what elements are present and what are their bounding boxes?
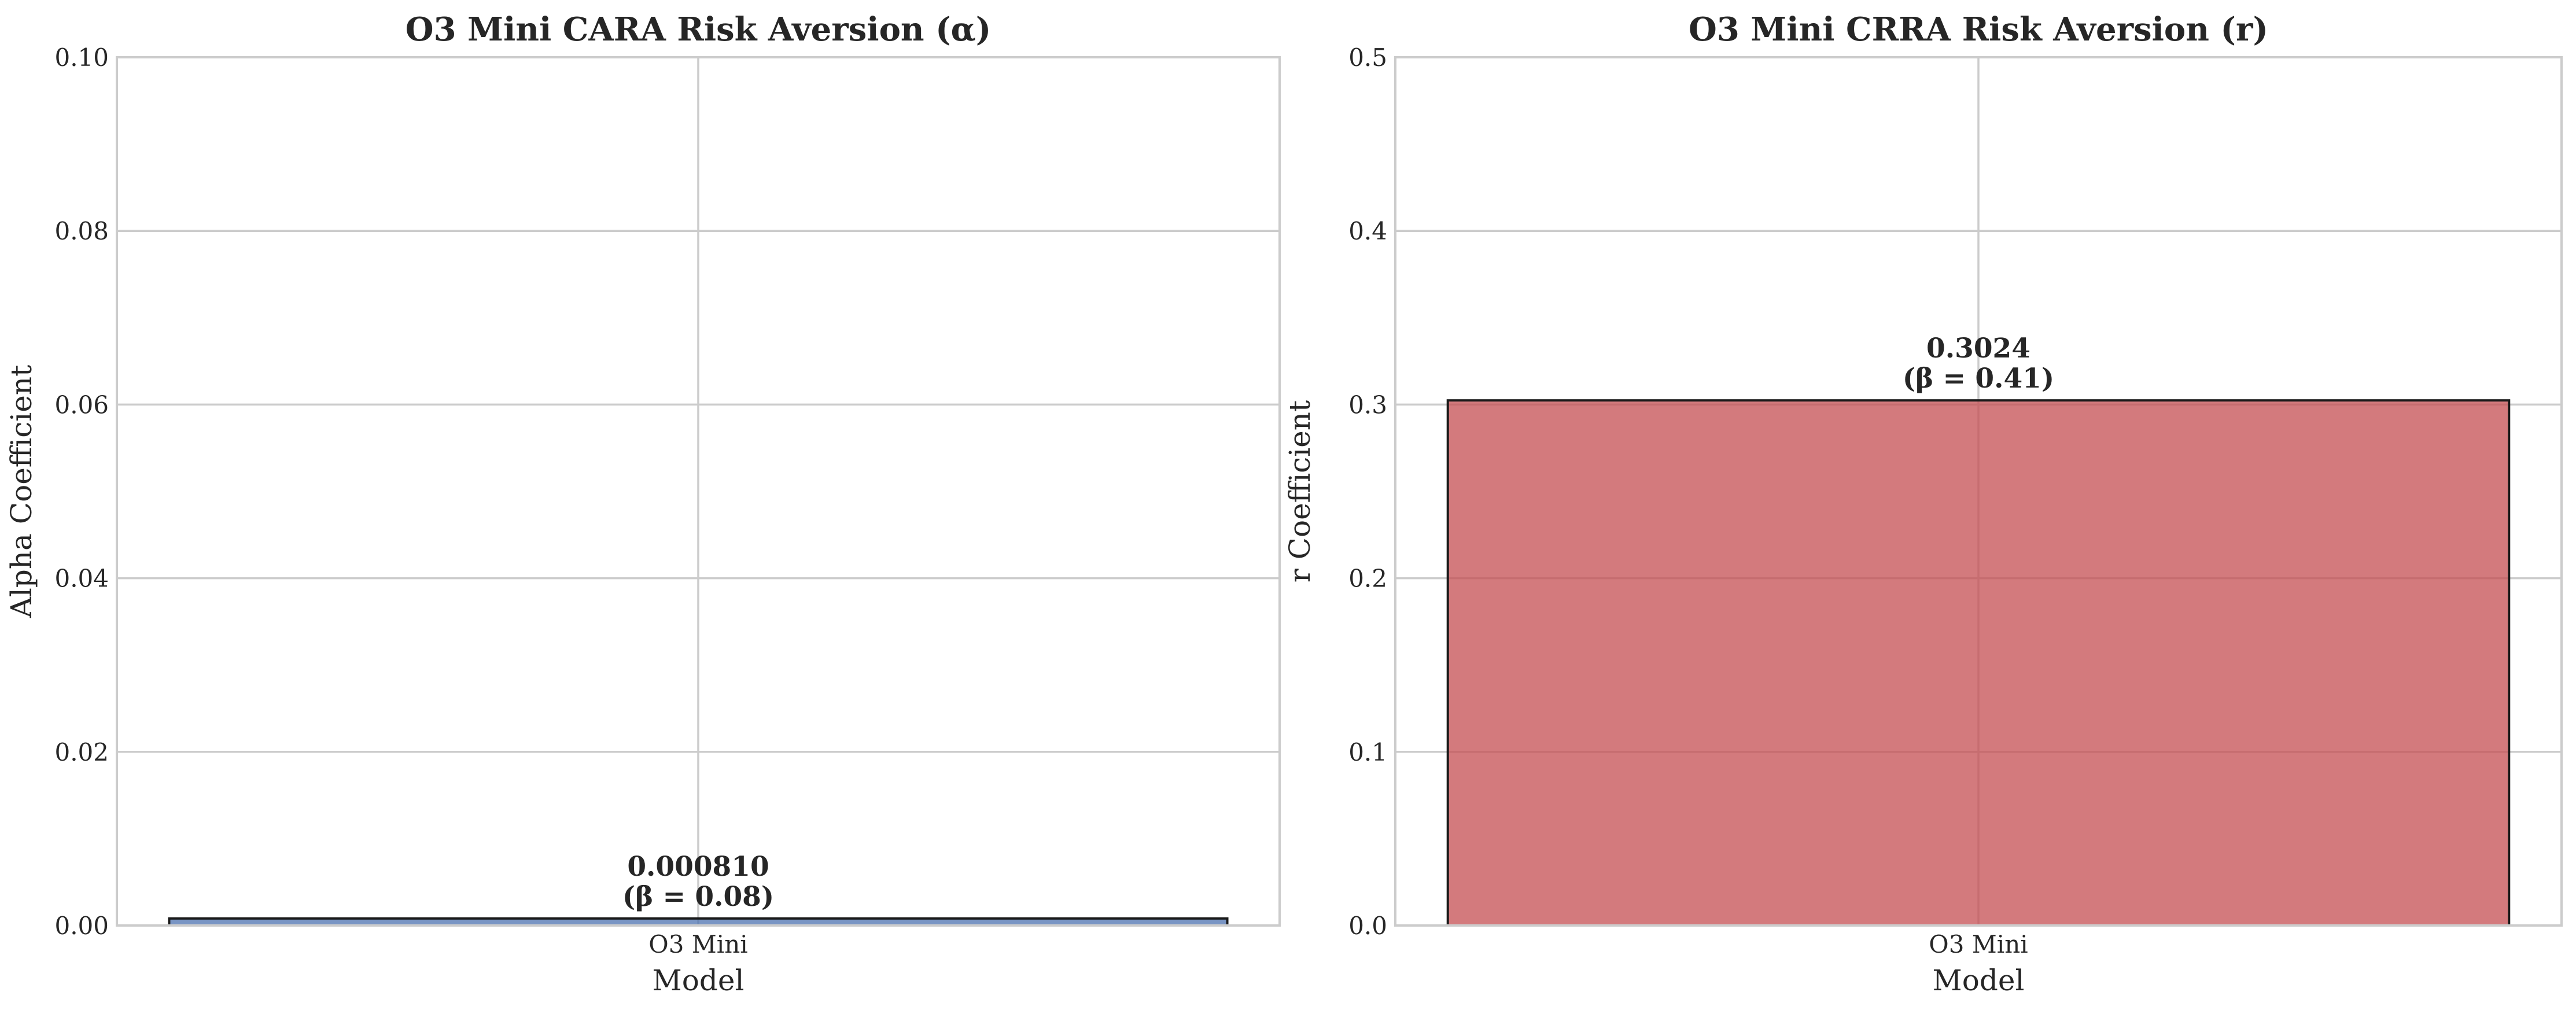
bar-value-label: 0.3024 xyxy=(1926,333,2030,364)
y-tick-label: 0.06 xyxy=(54,390,109,419)
chart-cara: (β = 0.08)0.000810 0.00 0.02 0.04 0.06 0.08 0.… xyxy=(5,10,1281,997)
y-tick-label: 0.1 xyxy=(1348,738,1387,766)
plot-frame xyxy=(1394,56,2563,927)
y-tick-label: 0.04 xyxy=(54,565,109,593)
x-tick-label: O3 Mini xyxy=(648,930,747,958)
y-tick-label: 0.4 xyxy=(1348,217,1387,245)
chart-title: O3 Mini CARA Risk Aversion (α) xyxy=(406,10,991,49)
y-tick-label: 0.2 xyxy=(1348,565,1387,593)
bar xyxy=(1446,399,2511,927)
x-axis-label: Model xyxy=(653,964,745,997)
y-tick-label: 0.0 xyxy=(1348,912,1387,940)
y-tick-label: 0.3 xyxy=(1348,390,1387,419)
y-axis-label: Alpha Coefficient xyxy=(5,365,38,618)
y-tick-label: 0.5 xyxy=(1348,43,1387,72)
bar-data-label: (β = 0.41) xyxy=(1903,363,2054,394)
y-tick-label: 0.02 xyxy=(54,738,109,766)
plot-frame xyxy=(116,56,1281,927)
y-tick-label: 0.00 xyxy=(54,912,109,940)
chart-title: O3 Mini CRRA Risk Aversion (r) xyxy=(1689,10,2268,49)
chart-crra: (β = 0.41)0.3024 0.0 0.1 0.2 0.3 0.4 0.5 O3 Min… xyxy=(1283,10,2563,997)
y-tick-label: 0.10 xyxy=(54,43,109,72)
x-tick-label: O3 Mini xyxy=(1929,930,2028,958)
y-axis-label: r Coefficient xyxy=(1283,400,1317,582)
bar-data-label: (β = 0.08) xyxy=(622,881,774,913)
x-axis-label: Model xyxy=(1933,964,2025,997)
y-tick-label: 0.08 xyxy=(54,217,109,245)
bar-value-label: 0.000810 xyxy=(627,851,769,883)
